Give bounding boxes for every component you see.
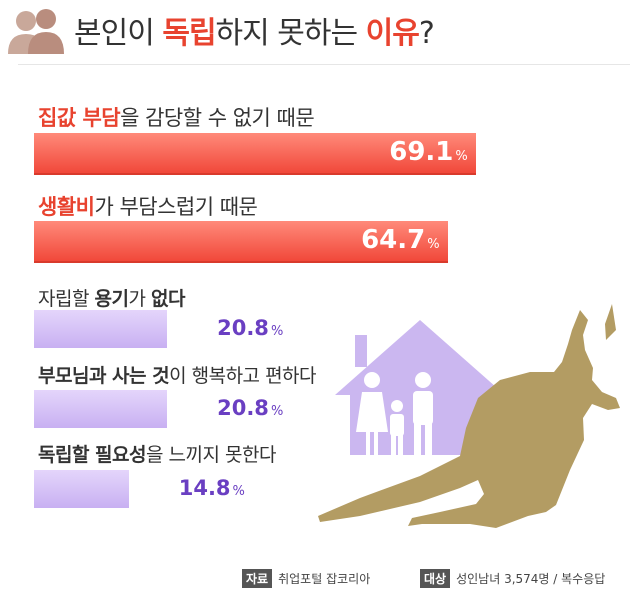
value-label-2: 64.7% bbox=[361, 225, 440, 255]
header: 본인이 독립하지 못하는 이유? bbox=[6, 4, 435, 56]
bar-1 bbox=[34, 133, 477, 175]
category-label-2: 생활비가 부담스럽기 때문 bbox=[38, 195, 258, 219]
illustration bbox=[318, 304, 620, 528]
bar-2 bbox=[34, 221, 449, 263]
bar-3 bbox=[34, 310, 168, 348]
source-info: 자료 취업포털 잡코리아 bbox=[242, 569, 370, 588]
target-info: 대상 성인남녀 3,574명 / 복수응답 bbox=[420, 569, 605, 588]
target-text: 성인남녀 3,574명 / 복수응답 bbox=[456, 572, 606, 586]
bar-4 bbox=[34, 390, 168, 428]
bar-5 bbox=[34, 470, 129, 508]
value-label-3: 20.8% bbox=[217, 316, 284, 340]
source-tag: 자료 bbox=[242, 569, 273, 588]
category-label-5: 독립할 필요성을 느끼지 못한다 bbox=[38, 444, 276, 466]
target-tag: 대상 bbox=[420, 569, 451, 588]
page-title: 본인이 독립하지 못하는 이유? bbox=[74, 16, 435, 51]
title-divider bbox=[18, 64, 630, 65]
category-label-4: 부모님과 사는 것이 행복하고 편하다 bbox=[38, 365, 317, 387]
source-text: 취업포털 잡코리아 bbox=[278, 572, 371, 586]
value-label-5: 14.8% bbox=[178, 476, 245, 500]
category-label-1: 집값 부담을 감당할 수 없기 때문 bbox=[38, 106, 315, 130]
value-label-1: 69.1% bbox=[389, 137, 468, 167]
value-label-4: 20.8% bbox=[217, 396, 284, 420]
kangaroo-icon bbox=[318, 310, 620, 528]
category-label-3: 자립할 용기가 없다 bbox=[38, 288, 185, 310]
family-icon bbox=[356, 372, 433, 460]
people-icon bbox=[8, 9, 64, 54]
